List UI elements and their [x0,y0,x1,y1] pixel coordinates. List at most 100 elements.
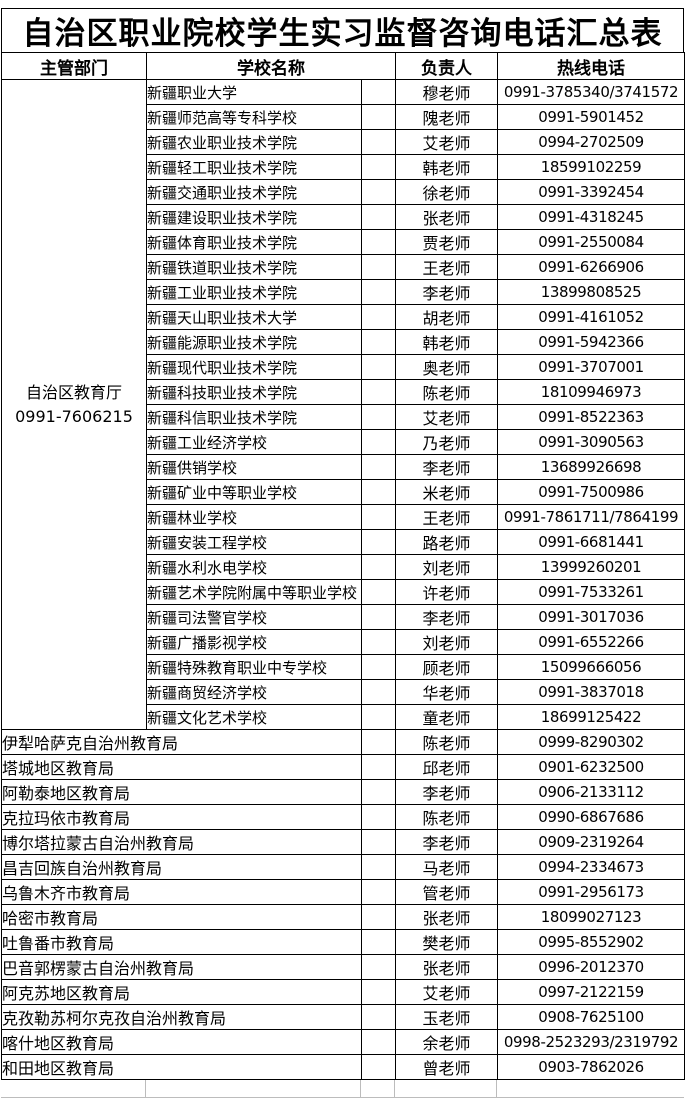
spacer-cell [361,454,396,480]
hotline-cell: 0991-6552266 [497,629,685,655]
hotline-cell: 0991-3392454 [497,179,685,205]
contact-cell: 李老师 [395,829,498,855]
school-name-cell: 新疆工业职业技术学院 [146,279,362,305]
spacer-cell [361,204,396,230]
hotline-cell: 0903-7862026 [497,1054,685,1080]
school-name-cell: 新疆科信职业技术学院 [146,404,362,430]
school-name-cell: 新疆商贸经济学校 [146,679,362,705]
empty-cell [395,1080,497,1097]
spacer-cell [361,254,396,280]
col-header-school: 学校名称 [146,52,396,80]
table-row: 塔城地区教育局 邱老师 0901-6232500 [1,754,685,780]
table-row: 新疆司法警官学校 李老师 0991-3017036 [2,604,685,630]
hotline-cell: 0991-4318245 [497,204,685,230]
spacer-cell [361,979,396,1005]
school-name-cell: 新疆安装工程学校 [146,529,362,555]
contact-cell: 邱老师 [395,754,498,780]
spacer-cell [361,629,396,655]
hotline-cell: 0991-3707001 [497,354,685,380]
department-name: 自治区教育厅 [25,383,122,403]
hotline-cell: 0991-2550084 [497,229,685,255]
hotline-cell: 0906-2133112 [497,779,685,805]
school-name-cell: 新疆司法警官学校 [146,604,362,630]
bureau-name-cell: 克孜勒苏柯尔克孜自治州教育局 [1,1004,362,1030]
spacer-cell [361,854,396,880]
spacer-cell [361,404,396,430]
school-name-cell: 新疆矿业中等职业学校 [146,479,362,505]
table-row: 伊犁哈萨克自治州教育局 陈老师 0999-8290302 [1,729,685,755]
table-row: 阿克苏地区教育局 艾老师 0997-2122159 [1,979,685,1005]
hotline-cell: 13899808525 [497,279,685,305]
hotline-cell: 0991-6266906 [497,254,685,280]
spacer-cell [361,229,396,255]
department-phone: 0991-7606215 [15,406,133,426]
table-row: 新疆特殊教育职业中专学校 顾老师 15099666056 [2,654,685,680]
table-row: 新疆建设职业技术学院 张老师 0991-4318245 [2,204,685,230]
spacer-cell [361,154,396,180]
table-row: 新疆铁道职业技术学院 王老师 0991-6266906 [2,254,685,280]
bureau-name-cell: 阿勒泰地区教育局 [1,779,362,805]
spacer-cell [361,954,396,980]
school-name-cell: 新疆工业经济学校 [146,429,362,455]
hotline-cell: 0995-8552902 [497,929,685,955]
bureau-rows: 伊犁哈萨克自治州教育局 陈老师 0999-8290302 塔城地区教育局 邱老师 0901… [1,729,685,1080]
empty-cell [1,1080,146,1097]
bureau-name-cell: 乌鲁木齐市教育局 [1,879,362,905]
spacer-cell [361,1029,396,1055]
school-name-cell: 新疆体育职业技术学院 [146,229,362,255]
school-name-cell: 新疆建设职业技术学院 [146,204,362,230]
table-row: 喀什地区教育局 余老师 0998-2523293/2319792 [1,1029,685,1055]
hotline-cell: 13999260201 [497,554,685,580]
spacer-cell [361,529,396,555]
empty-gridline-row [1,1080,684,1098]
hotline-cell: 18699125422 [497,704,685,730]
school-name-cell: 新疆现代职业技术学院 [146,354,362,380]
spacer-cell [361,79,396,105]
table-row: 新疆工业职业技术学院 李老师 13899808525 [2,279,685,305]
spacer-cell [361,579,396,605]
contact-cell: 刘老师 [395,554,498,580]
contact-cell: 张老师 [395,954,498,980]
table-row: 新疆供销学校 李老师 13689926698 [2,454,685,480]
contact-cell: 童老师 [395,704,498,730]
spacer-cell [361,479,396,505]
table-row: 新疆体育职业技术学院 贾老师 0991-2550084 [2,229,685,255]
school-name-cell: 新疆特殊教育职业中专学校 [146,654,362,680]
contact-cell: 李老师 [395,454,498,480]
school-name-cell: 新疆能源职业技术学院 [146,329,362,355]
contact-cell: 艾老师 [395,979,498,1005]
hotline-cell: 0991-3837018 [497,679,685,705]
spacer-cell [361,879,396,905]
hotline-cell: 0991-4161052 [497,304,685,330]
contact-cell: 贾老师 [395,229,498,255]
school-name-cell: 新疆供销学校 [146,454,362,480]
contact-cell: 艾老师 [395,129,498,155]
empty-cell [361,1080,395,1097]
spacer-cell [361,704,396,730]
empty-cell [146,1080,361,1097]
contact-cell: 韩老师 [395,329,498,355]
contact-cell: 管老师 [395,879,498,905]
table-row: 新疆矿业中等职业学校 米老师 0991-7500986 [2,479,685,505]
table-row: 新疆安装工程学校 路老师 0991-6681441 [2,529,685,555]
phone-directory-table: 主管部门 学校名称 负责人 热线电话 自治区教育厅 0991-7606215 新疆职… [1,52,685,1080]
contact-cell: 路老师 [395,529,498,555]
hotline-cell: 0991-8522363 [497,404,685,430]
table-row: 新疆能源职业技术学院 韩老师 0991-5942366 [2,329,685,355]
hotline-cell: 0991-3090563 [497,429,685,455]
contact-cell: 许老师 [395,579,498,605]
hotline-cell: 13689926698 [497,454,685,480]
hotline-cell: 0991-3017036 [497,604,685,630]
bureau-name-cell: 博尔塔拉蒙古自治州教育局 [1,829,362,855]
bureau-name-cell: 伊犁哈萨克自治州教育局 [1,729,362,755]
school-name-cell: 新疆农业职业技术学院 [146,129,362,155]
spacer-cell [361,904,396,930]
contact-cell: 陈老师 [395,729,498,755]
contact-cell: 樊老师 [395,929,498,955]
contact-cell: 马老师 [395,854,498,880]
bureau-name-cell: 塔城地区教育局 [1,754,362,780]
hotline-cell: 0999-8290302 [497,729,685,755]
spacer-cell [361,729,396,755]
contact-cell: 徐老师 [395,179,498,205]
